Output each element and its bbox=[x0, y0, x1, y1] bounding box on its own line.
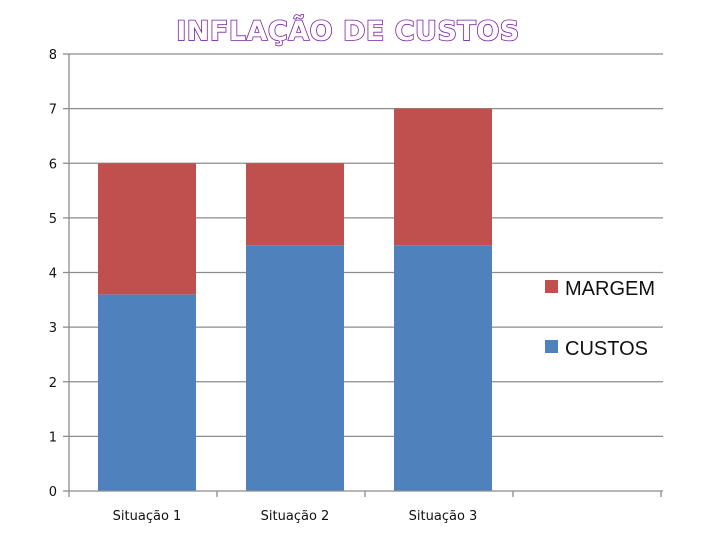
bar-custos-2 bbox=[246, 245, 344, 491]
bar-custos-3 bbox=[394, 245, 492, 491]
bar-margem-2 bbox=[246, 163, 344, 246]
y-tick-label: 4 bbox=[49, 267, 57, 282]
legend: MARGEM CUSTOS bbox=[545, 278, 655, 360]
y-tick-label: 6 bbox=[49, 157, 57, 172]
legend-label-margem: MARGEM bbox=[565, 278, 655, 300]
legend-swatch-custos bbox=[545, 340, 558, 353]
y-tick-label: 2 bbox=[49, 376, 57, 391]
x-tick-label: Situação 3 bbox=[409, 509, 478, 524]
y-tick-label: 0 bbox=[49, 485, 57, 500]
y-tick-label: 3 bbox=[49, 321, 57, 336]
plot-area bbox=[98, 108, 492, 491]
bar-margem-3 bbox=[394, 108, 492, 246]
y-tick-label: 8 bbox=[49, 48, 57, 63]
x-tick-label: Situação 2 bbox=[261, 509, 330, 524]
x-tick-label: Situação 1 bbox=[113, 509, 182, 524]
y-tick-label: 1 bbox=[49, 430, 57, 445]
bar-custos-1 bbox=[98, 294, 196, 491]
axes: 0 1 2 3 4 5 6 7 8 Situação 1 Situação 2 Situação 3 bbox=[49, 48, 663, 524]
y-tick-label: 5 bbox=[49, 212, 57, 227]
legend-swatch-margem bbox=[545, 280, 558, 293]
chart-title: INFLAÇÃO DE CUSTOS bbox=[176, 15, 520, 47]
bar-margem-1 bbox=[98, 163, 196, 295]
y-tick-label: 7 bbox=[49, 103, 57, 118]
legend-label-custos: CUSTOS bbox=[565, 338, 648, 360]
